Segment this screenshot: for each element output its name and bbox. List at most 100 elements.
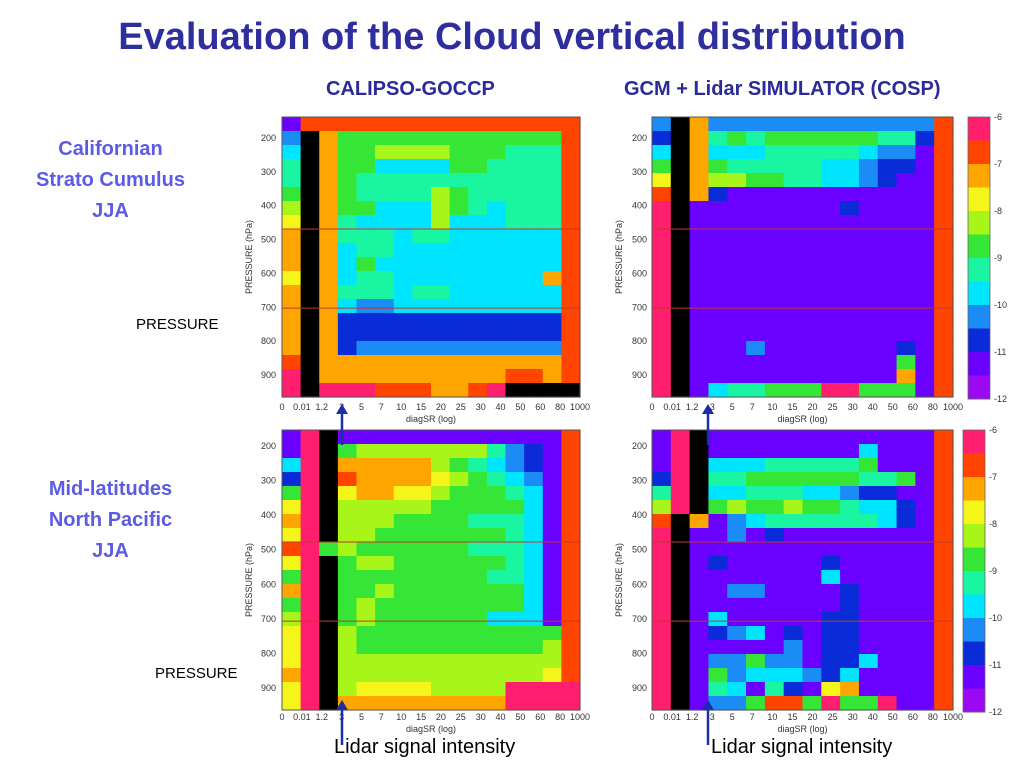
heatmap-cell (543, 299, 562, 314)
heatmap-cell (431, 131, 450, 146)
heatmap-cell (375, 514, 394, 529)
heatmap-cell (915, 640, 934, 655)
heatmap-cell (690, 201, 709, 216)
x-tick-label: 0.01 (293, 712, 311, 722)
heatmap-cell (690, 528, 709, 543)
heatmap-cell (803, 626, 822, 641)
heatmap-cell (543, 612, 562, 627)
heatmap-cell (468, 257, 487, 272)
heatmap-cell (468, 458, 487, 473)
heatmap-cell (803, 640, 822, 655)
heatmap-cell (524, 313, 543, 328)
heatmap-cell (765, 173, 784, 188)
heatmap-cell (765, 257, 784, 272)
heatmap-cell (543, 285, 562, 300)
heatmap-cell (671, 383, 690, 398)
heatmap-cell (652, 500, 671, 515)
heatmap-cell (784, 430, 803, 445)
heatmap-cell (375, 355, 394, 370)
x-tick-label: 1000 (943, 712, 963, 722)
heatmap-cell (357, 584, 376, 599)
heatmap-cell (859, 187, 878, 202)
heatmap-cell (690, 682, 709, 697)
heatmap-cell (357, 500, 376, 515)
heatmap-cell (878, 514, 897, 529)
heatmap-cell (468, 486, 487, 501)
y-tick-label: 400 (261, 201, 276, 211)
x-tick-label: 0 (279, 402, 284, 412)
heatmap-cell (319, 612, 338, 627)
heatmap-cell (506, 514, 525, 529)
heatmap-cell (690, 612, 709, 627)
heatmap-cell (708, 668, 727, 683)
heatmap-cell (506, 299, 525, 314)
y-tick-label: 400 (632, 510, 647, 520)
heatmap-cell (543, 500, 562, 515)
heatmap-cell (301, 430, 320, 445)
heatmap-cell (859, 383, 878, 398)
heatmap-cell (803, 444, 822, 459)
heatmap-cell (487, 229, 506, 244)
heatmap-cell (878, 696, 897, 711)
heatmap-cell (897, 570, 916, 585)
heatmap-cell (821, 355, 840, 370)
heatmap-cell (878, 285, 897, 300)
heatmap-cell (412, 430, 431, 445)
x-axis-title: diagSR (log) (406, 724, 456, 734)
heatmap-cell (840, 598, 859, 613)
x-tick-label: 0 (649, 712, 654, 722)
heatmap-cell (652, 514, 671, 529)
heatmap-cell (319, 341, 338, 356)
x-tick-label: 1.2 (315, 712, 328, 722)
heatmap-cell (859, 229, 878, 244)
heatmap-cell (524, 299, 543, 314)
heatmap-cell (338, 514, 357, 529)
heatmap-cell (412, 271, 431, 286)
heatmap-cell (934, 229, 953, 244)
heatmap-cell (450, 542, 469, 557)
heatmap-cell (784, 682, 803, 697)
heatmap-cell (282, 500, 301, 515)
heatmap-cell (746, 542, 765, 557)
heatmap-cell (671, 299, 690, 314)
heatmap-cell (727, 187, 746, 202)
heatmap-cell (746, 159, 765, 174)
heatmap-cell (652, 299, 671, 314)
heatmap-cell (878, 215, 897, 230)
colorbar-tick-label: -8 (994, 206, 1002, 216)
heatmap-cell (412, 598, 431, 613)
colorbar-swatch (963, 430, 985, 454)
heatmap-cell (301, 612, 320, 627)
heatmap-cell (561, 584, 580, 599)
colorbar-swatch (968, 188, 990, 212)
heatmap-cell (468, 542, 487, 557)
heatmap-cell (301, 383, 320, 398)
heatmap-cell (671, 472, 690, 487)
heatmap-cell (671, 257, 690, 272)
heatmap-cell (487, 514, 506, 529)
heatmap-cell (412, 145, 431, 160)
heatmap-cell (450, 327, 469, 342)
heatmap-cell (765, 542, 784, 557)
heatmap-cell (561, 486, 580, 501)
heatmap-cell (784, 458, 803, 473)
heatmap-cell (727, 341, 746, 356)
x-tick-label: 60 (535, 712, 545, 722)
heatmap-cell (543, 528, 562, 543)
heatmap-cell (765, 458, 784, 473)
heatmap-cell (394, 187, 413, 202)
heatmap-cell (450, 556, 469, 571)
heatmap-cell (375, 187, 394, 202)
heatmap-cell (561, 570, 580, 585)
heatmap-cell (357, 187, 376, 202)
colorbar-swatch (968, 305, 990, 329)
heatmap-cell (934, 668, 953, 683)
heatmap-cell (561, 159, 580, 174)
heatmap-cell (878, 444, 897, 459)
heatmap-cell (915, 229, 934, 244)
heatmap-cell (375, 612, 394, 627)
heatmap-cell (821, 458, 840, 473)
heatmap-cell (934, 598, 953, 613)
heatmap-cell (690, 654, 709, 669)
heatmap-cell (506, 570, 525, 585)
